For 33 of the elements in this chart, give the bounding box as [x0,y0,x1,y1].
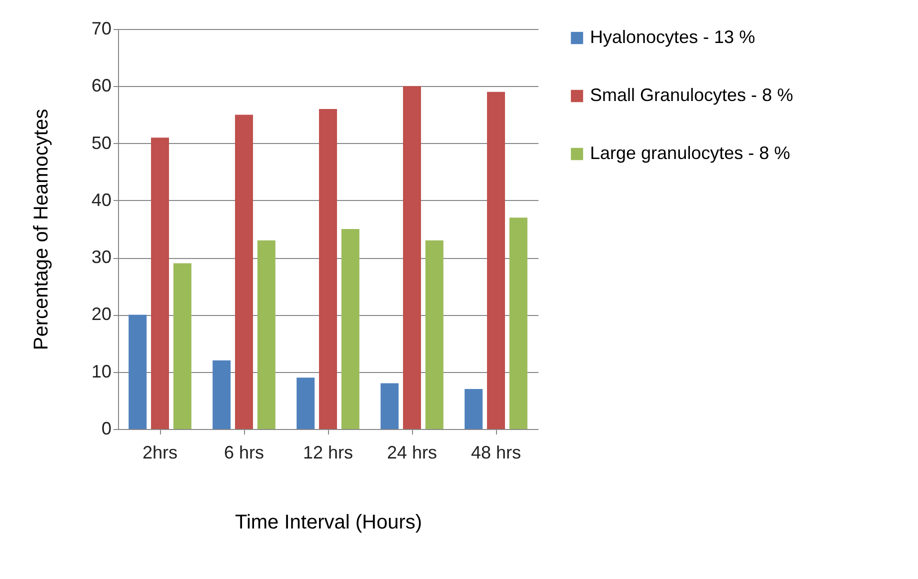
y-tick-label: 60 [91,76,112,96]
bar [509,218,528,429]
bar [173,263,192,429]
y-tick-label: 40 [91,190,112,210]
x-axis-title: Time Interval (Hours) [234,512,422,534]
y-tick-label: 70 [91,18,112,38]
x-tick-label: 12 hrs [302,442,354,462]
bar [319,109,337,429]
bar [425,240,444,429]
bar [151,138,169,429]
legend-label: Hyalonocytes - 13 % [590,27,756,47]
bar [257,240,276,429]
bar [487,92,505,429]
bar [380,383,399,429]
y-tick-label: 50 [91,132,112,153]
bar [464,389,483,429]
x-tick-label: 2hrs [142,442,178,462]
bar [403,86,421,429]
bar [341,229,360,429]
x-tick-label: 6 hrs [224,442,264,462]
legend-label: Large granulocytes - 8 % [590,143,790,163]
bar [128,314,147,429]
x-tick-label: 24 hrs [386,442,438,462]
y-tick-label: 30 [91,247,112,268]
y-tick-label: 0 [101,418,112,438]
x-tick-label: 48 hrs [470,442,522,462]
bar [235,114,253,429]
bar [296,378,315,429]
y-tick-label: 10 [91,361,112,382]
legend-label: Small Granulocytes - 8 % [590,85,794,105]
y-axis-title: Percentage of Heamocytes [30,108,52,350]
y-tick-label: 20 [91,304,112,324]
bar [212,360,231,429]
